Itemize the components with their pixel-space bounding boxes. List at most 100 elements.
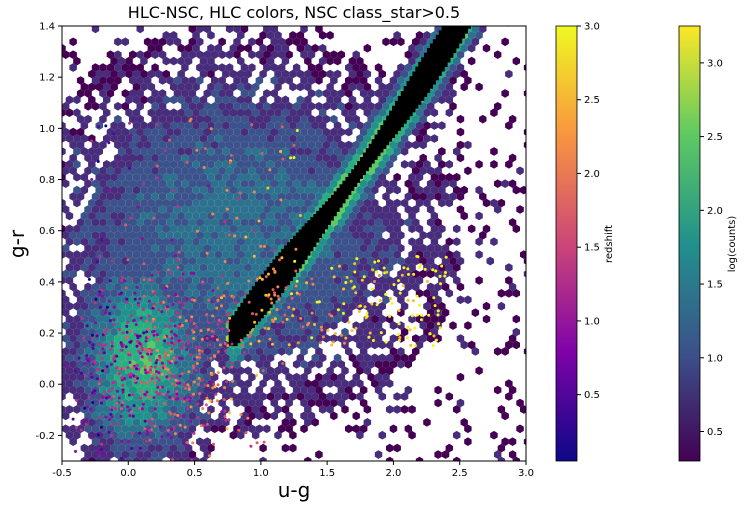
hexbin-cell bbox=[371, 379, 379, 388]
hexbin-cell bbox=[333, 134, 342, 143]
hexbin-cell bbox=[266, 211, 275, 221]
hexbin-cell bbox=[203, 218, 211, 227]
redshift-point bbox=[180, 324, 184, 327]
hexbin-cell bbox=[211, 192, 219, 201]
hexbin-cell bbox=[430, 327, 439, 337]
hexbin-cell bbox=[147, 172, 156, 182]
hexbin-cell bbox=[367, 308, 375, 317]
hexbin-cell bbox=[110, 172, 118, 182]
redshift-point bbox=[171, 188, 175, 192]
redshift-point bbox=[163, 364, 167, 368]
hexbin-cell bbox=[367, 127, 375, 137]
hexbin-cell bbox=[199, 224, 208, 234]
hexbin-cell bbox=[244, 392, 252, 401]
redshift-point bbox=[253, 320, 257, 324]
redshift-point bbox=[295, 129, 299, 132]
redshift-point bbox=[195, 325, 199, 329]
hexbin-cell bbox=[95, 418, 103, 427]
hexbin-cell bbox=[222, 198, 230, 208]
hexbin-cell bbox=[170, 224, 178, 234]
hexbin-cell bbox=[233, 179, 241, 188]
hexbin-cell bbox=[359, 179, 368, 188]
hexbin-cell bbox=[188, 424, 197, 434]
hexbin-cell bbox=[419, 153, 427, 163]
hexbin-cell bbox=[62, 366, 66, 375]
hexbin-cell bbox=[114, 321, 122, 330]
hexbin-cell bbox=[307, 295, 316, 305]
hexbin-cell bbox=[292, 153, 301, 163]
redshift-point bbox=[119, 348, 123, 352]
hexbin-cell bbox=[184, 224, 193, 234]
hexbin-cell bbox=[441, 243, 450, 253]
hexbin-cell bbox=[240, 205, 249, 214]
redshift-point bbox=[320, 328, 324, 332]
hexbin-cell bbox=[356, 237, 364, 246]
hexbin-cell bbox=[181, 192, 189, 201]
redshift-point bbox=[150, 377, 154, 381]
redshift-point bbox=[216, 350, 220, 354]
hexbin-cell bbox=[132, 121, 141, 130]
hexbin-cell bbox=[251, 263, 260, 272]
hexbin-cell bbox=[240, 256, 249, 266]
hexbin-cell bbox=[266, 237, 275, 246]
hexbin-cell bbox=[203, 166, 211, 176]
hexbin-cell bbox=[114, 179, 122, 188]
hexbin-cell bbox=[371, 172, 379, 182]
hexbin-cell bbox=[192, 314, 200, 324]
hexbin-cell bbox=[218, 179, 226, 188]
redshift-point bbox=[125, 297, 129, 301]
hexbin-cell bbox=[106, 218, 115, 227]
hexbin-cell bbox=[166, 334, 174, 343]
x-tick-label: 2.0 bbox=[385, 468, 401, 479]
redshift-point bbox=[281, 157, 285, 161]
hexbin-cell bbox=[121, 424, 129, 434]
hexbin-cell bbox=[132, 147, 141, 156]
hexbin-cell bbox=[501, 411, 509, 421]
hexbin-cell bbox=[400, 353, 409, 363]
hexbin-cell bbox=[106, 450, 115, 459]
hexbin-cell bbox=[337, 295, 345, 305]
hexbin-cell bbox=[151, 450, 159, 459]
hexbin-cell bbox=[345, 424, 353, 434]
hexbin-cell bbox=[129, 231, 137, 240]
hexbin-cell bbox=[311, 250, 319, 259]
hexbin-cell bbox=[266, 160, 275, 169]
redshift-point bbox=[155, 402, 159, 406]
redshift-point bbox=[180, 356, 184, 360]
hexbin-cell bbox=[445, 392, 453, 401]
chart-title: HLC-NSC, HLC colors, NSC class_star>0.5 bbox=[128, 3, 460, 23]
hexbin-cell bbox=[76, 295, 85, 305]
hexbin-cell bbox=[386, 456, 394, 461]
hexbin-cell bbox=[333, 289, 342, 298]
hexbin-cell bbox=[84, 179, 92, 188]
hexbin-cell bbox=[367, 256, 375, 266]
hexbin-cell bbox=[352, 424, 360, 434]
hexbin-cell bbox=[464, 321, 472, 330]
redshift-point bbox=[80, 420, 84, 424]
hexbin-cell bbox=[285, 205, 293, 214]
hexbin-cell bbox=[263, 231, 271, 240]
hexbin-cell bbox=[136, 437, 144, 446]
hexbin-cell bbox=[255, 385, 264, 395]
hexbin-cell bbox=[389, 360, 398, 369]
redshift-point bbox=[379, 331, 383, 335]
hexbin-cell bbox=[494, 450, 502, 459]
hexbin-cell bbox=[337, 372, 345, 382]
hexbin-cell bbox=[181, 424, 189, 434]
redshift-point bbox=[370, 302, 374, 306]
hexbin-cell bbox=[211, 231, 219, 240]
redshift-point bbox=[237, 428, 241, 432]
hexbin-cell bbox=[315, 282, 323, 292]
hexbin-cell bbox=[140, 198, 148, 208]
redshift-point bbox=[130, 277, 133, 280]
hexbin-cell bbox=[393, 250, 401, 259]
redshift-point bbox=[209, 379, 213, 383]
hexbin-cell bbox=[386, 276, 394, 285]
hexbin-cell bbox=[419, 231, 427, 240]
hexbin-cell bbox=[371, 250, 379, 259]
hexbin-cell bbox=[143, 153, 152, 163]
hexbin-cell bbox=[263, 334, 271, 343]
redshift-point bbox=[185, 441, 189, 444]
hexbin-cell bbox=[140, 147, 148, 156]
redshift-point bbox=[287, 305, 291, 309]
